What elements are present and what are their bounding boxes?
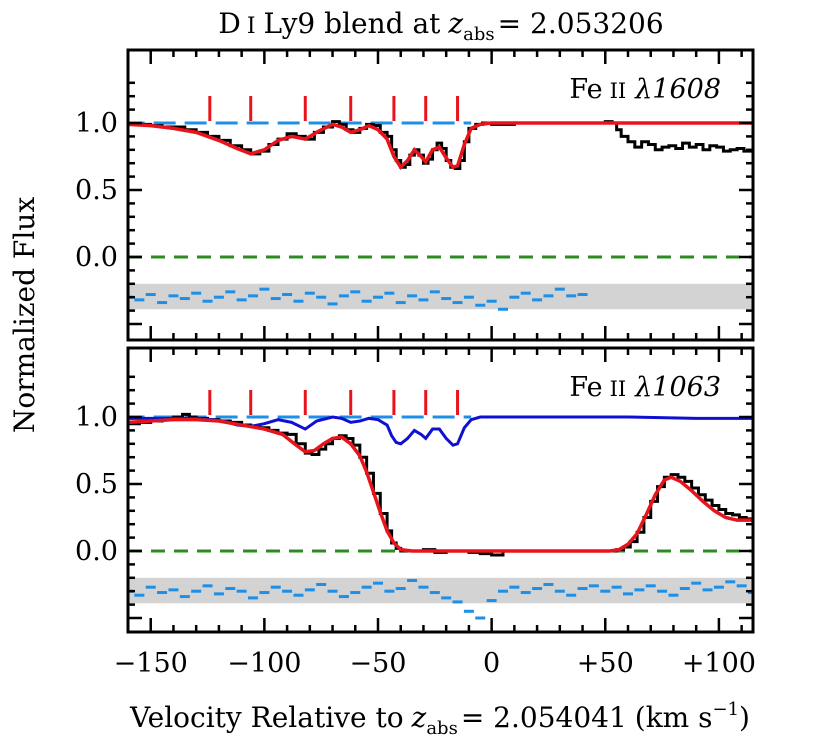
x-tick-label: −100 [227,648,301,679]
x-axis-label: Velocity Relative to zabs = 2.054041 (km s−… [129,699,750,739]
y-tick-label: 0.0 [75,242,118,273]
panel-label: Fe II λ1063 [569,372,721,403]
y-tick-label: 1.0 [75,402,118,433]
data-spectrum [128,120,753,171]
model-fit-line [128,417,753,553]
model-fit-line [128,121,753,170]
y-tick-label: 0.0 [75,536,118,567]
y-tick-label: 0.5 [75,469,118,500]
residual-band [128,283,753,310]
y-tick-label: 0.5 [75,175,118,206]
residual-band [128,577,753,604]
x-tick-label: +100 [682,648,756,679]
x-tick-label: −150 [114,648,188,679]
panel-fe-ii-1063: 0.0 0.5 1.0 −150 −100 −50 0 +50 +100 Fe II λ1063 [75,346,756,679]
y-axis-label: Normalized Flux [8,197,41,433]
plot-area [128,96,753,311]
data-spectrum [128,412,753,557]
y-tick-label: 1.0 [75,108,118,139]
plot-area [128,390,753,620]
panel-frame [126,48,755,342]
panel-fe-ii-1608: 0.0 0.5 1.0 Fe II λ1608 [75,48,755,342]
panel-label: Fe II λ1608 [569,74,721,105]
x-tick-label: +50 [577,648,634,679]
x-tick-label: −50 [350,648,407,679]
figure-title: D I Ly9 blend at zabs = 2.053206 [218,7,663,45]
x-tick-label: 0 [483,648,500,679]
panel-frame [126,346,755,634]
